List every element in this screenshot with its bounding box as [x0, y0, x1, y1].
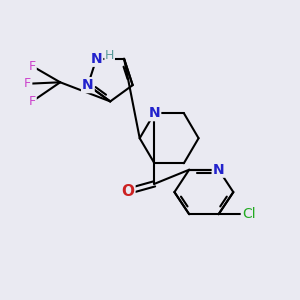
- Text: F: F: [29, 60, 36, 73]
- Text: N: N: [213, 163, 224, 177]
- Text: Cl: Cl: [242, 207, 256, 221]
- Text: N: N: [148, 106, 160, 120]
- Text: H: H: [105, 49, 114, 62]
- Text: N: N: [82, 78, 94, 92]
- Text: N: N: [91, 52, 102, 66]
- Text: F: F: [24, 77, 32, 90]
- Text: F: F: [29, 95, 36, 108]
- Text: O: O: [122, 184, 134, 199]
